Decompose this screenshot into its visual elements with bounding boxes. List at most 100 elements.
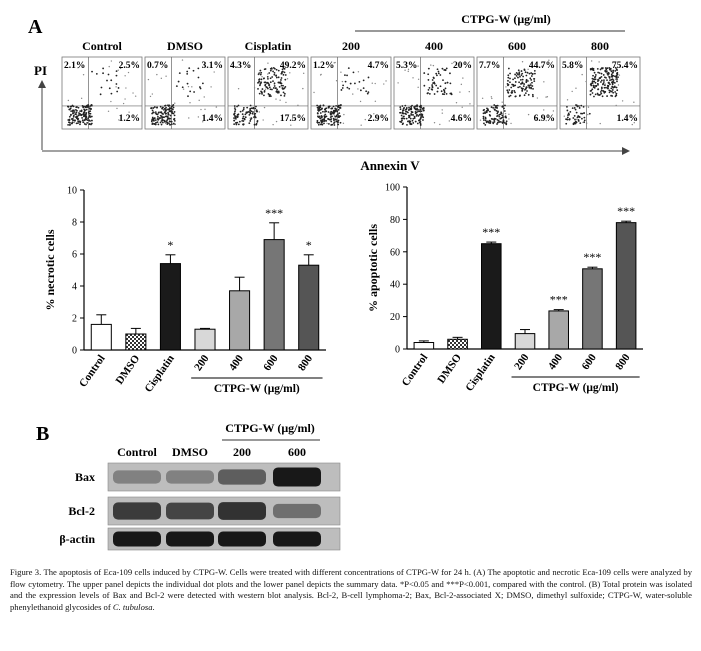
flow-dot: [169, 123, 171, 126]
flow-dot: [444, 82, 447, 85]
flow-dot: [552, 110, 555, 112]
flow-dot: [510, 86, 513, 89]
flow-dot: [525, 86, 528, 89]
flow-dot: [523, 94, 526, 97]
flow-dot: [616, 89, 619, 92]
flow-dot: [318, 121, 321, 124]
flow-dot: [186, 70, 189, 73]
flow-panel: Control 2.1% 2.5% 1.2%: [61, 39, 143, 130]
flow-y-axis-label: PI: [34, 63, 47, 78]
flow-dot: [68, 108, 71, 111]
flow-dot: [504, 104, 506, 107]
flow-dot: [147, 78, 150, 81]
flow-dot: [116, 90, 119, 93]
flow-dot: [338, 112, 341, 115]
flow-dot: [276, 88, 279, 91]
flow-dot: [616, 80, 618, 83]
flow-dot: [599, 68, 602, 71]
flow-dot: [71, 117, 74, 120]
flow-dot: [249, 117, 251, 119]
flow-dot: [483, 108, 486, 111]
flow-dot: [500, 117, 503, 119]
flow-dot: [174, 102, 176, 104]
flow-dot: [543, 109, 545, 111]
flow-dot: [334, 61, 336, 64]
flow-dot: [444, 87, 447, 90]
flow-dot: [233, 107, 236, 110]
flow-dot: [153, 106, 156, 108]
flow-dot: [412, 122, 415, 124]
flow-dot: [418, 113, 421, 116]
flow-dot: [583, 121, 586, 124]
flow-dot: [606, 79, 608, 82]
x-tick-label: 400: [227, 352, 247, 373]
flow-dot: [519, 78, 522, 81]
flow-dot: [259, 73, 262, 76]
bar: [447, 338, 468, 350]
flow-dot: [573, 114, 576, 117]
flow-dot: [283, 87, 286, 90]
flow-dot: [332, 111, 335, 113]
flow-dot: [441, 112, 444, 114]
flow-dot: [274, 87, 277, 90]
flow-dot: [326, 122, 328, 125]
flow-dot: [498, 121, 501, 123]
flow-dot: [233, 119, 236, 122]
flow-dot: [249, 104, 252, 107]
flow-dot: [270, 67, 273, 70]
flow-dot: [442, 88, 445, 91]
flow-dot: [283, 92, 286, 95]
flow-dot: [171, 112, 174, 115]
flow-dot: [519, 75, 521, 78]
flow-dot: [107, 110, 110, 113]
flow-dot: [481, 97, 484, 100]
flow-dot: [508, 113, 510, 115]
flow-dot: [88, 110, 91, 113]
flow-dot: [435, 84, 438, 87]
flow-dot: [323, 108, 326, 111]
flow-dot: [498, 118, 501, 120]
flow-dot: [284, 74, 287, 76]
flow-dot: [156, 65, 158, 67]
flow-dot: [341, 87, 344, 89]
flow-dot: [567, 114, 569, 116]
flow-dot: [192, 69, 195, 72]
flow-dot: [491, 97, 493, 100]
flow-dot: [255, 105, 257, 108]
flow-dot: [581, 112, 584, 115]
flow-dot: [408, 106, 410, 109]
flow-dot: [409, 120, 412, 123]
flow-dot: [522, 75, 525, 78]
flow-dot: [498, 115, 500, 117]
flow-dot: [404, 104, 407, 107]
flow-dot: [397, 82, 399, 84]
flow-ur-percent: 2.5%: [119, 61, 140, 71]
flow-dot: [115, 74, 118, 77]
flow-lr-percent: 1.2%: [119, 114, 140, 124]
flow-dot: [371, 82, 373, 84]
flow-dot: [332, 105, 335, 108]
flow-dot: [122, 102, 125, 105]
flow-dot: [575, 111, 578, 114]
flow-panel-label: 800: [591, 39, 609, 53]
flow-dot: [407, 68, 410, 71]
flow-dot: [428, 92, 431, 95]
flow-dot: [67, 99, 70, 102]
flow-dot: [67, 123, 69, 126]
flow-dot: [482, 115, 485, 118]
flow-dot: [261, 76, 263, 78]
flow-dot: [280, 84, 283, 87]
flow-dot: [85, 111, 88, 114]
flow-dot: [590, 60, 593, 62]
flow-dot: [604, 90, 607, 93]
flow-lr-percent: 4.6%: [451, 114, 472, 124]
flow-dot: [501, 114, 504, 117]
flow-dot: [267, 62, 269, 64]
flow-ur-percent: 49.2%: [280, 61, 306, 71]
flow-dot: [412, 117, 415, 120]
flow-dot: [193, 91, 195, 93]
flow-panel-label: Cisplatin: [245, 39, 292, 53]
flow-dot: [596, 82, 599, 85]
flow-dot: [524, 71, 527, 74]
flow-dot: [597, 78, 599, 81]
